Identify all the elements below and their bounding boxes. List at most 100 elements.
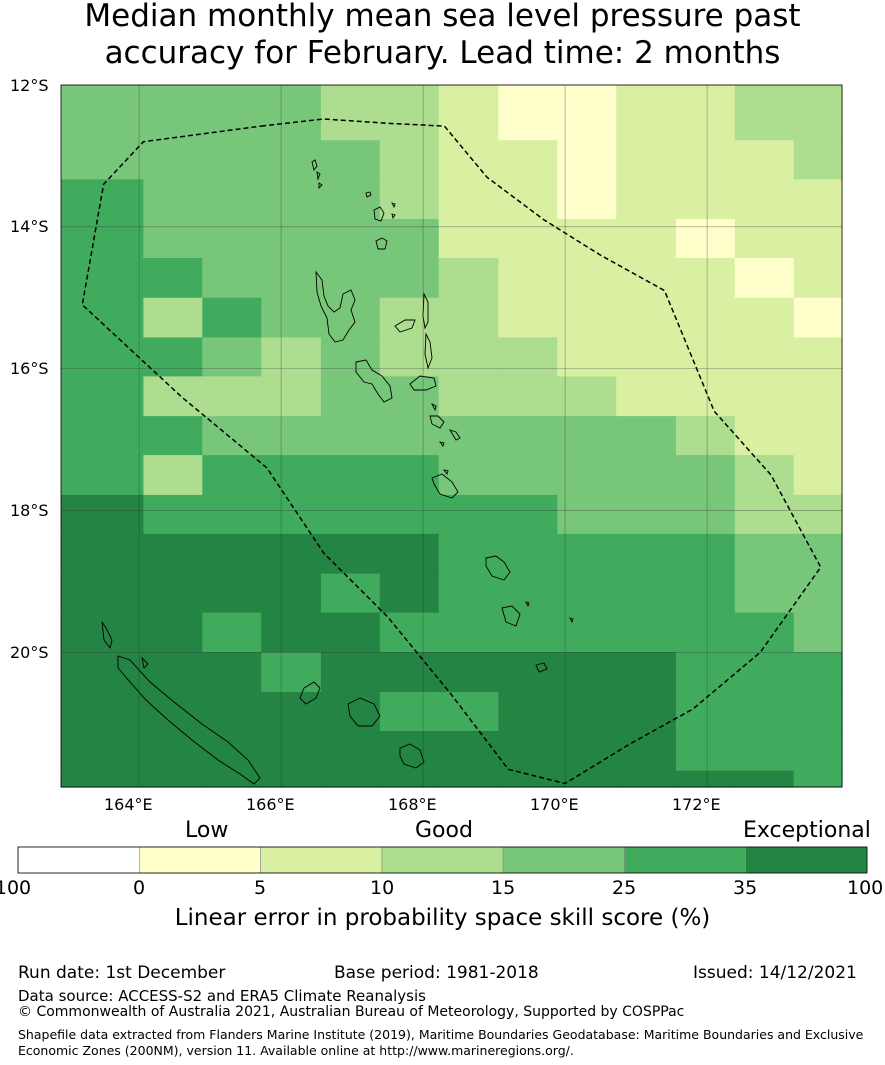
skill-cell (143, 179, 203, 220)
skill-cell (793, 416, 843, 456)
skill-cell (734, 612, 795, 653)
colorbar-tick: 5 (254, 877, 267, 899)
lon-label-170e: 170°E (530, 795, 579, 814)
skill-cell (143, 455, 203, 496)
skill-cell (675, 731, 736, 772)
skill-cell (793, 692, 843, 732)
island-efate (431, 473, 459, 499)
copyright: © Commonwealth of Australia 2021, Austra… (18, 1004, 685, 1020)
shapefile-credit: Shapefile data extracted from Flanders M… (18, 1027, 864, 1058)
skill-cell (438, 258, 499, 299)
skill-cell (498, 652, 558, 693)
skill-cell (498, 258, 558, 299)
data-source: Data source: ACCESS-S2 and ERA5 Climate … (18, 987, 426, 1005)
lon-label-164e: 164°E (104, 795, 153, 814)
skill-cell (261, 731, 322, 772)
skill-cell (734, 297, 795, 338)
colorbar-segment (745, 846, 868, 874)
skill-cell (320, 652, 381, 693)
skill-cell (143, 219, 203, 259)
skill-cell (320, 140, 381, 180)
colorbar-segment (381, 846, 504, 874)
skill-cell (320, 337, 381, 377)
skill-cell (675, 219, 736, 259)
skill-cell (202, 337, 262, 377)
skill-cell (616, 179, 677, 220)
skill-cell (734, 652, 795, 693)
colorbar-tick: 100 (847, 877, 884, 899)
skill-cell (675, 297, 736, 338)
skill-cell (616, 652, 677, 693)
skill-cell (320, 179, 381, 220)
skill-cell (438, 179, 499, 220)
skill-cell (498, 612, 558, 653)
skill-cell (793, 573, 843, 614)
skill-cell (61, 652, 144, 693)
skill-cell (734, 573, 795, 614)
skill-cell (557, 297, 617, 338)
skill-cell (438, 731, 499, 772)
skill-cell (734, 337, 795, 377)
skill-cell (675, 416, 736, 456)
skill-cell (202, 692, 262, 732)
skill-cell (616, 731, 677, 772)
skill-cell (379, 494, 440, 535)
skill-cell (379, 219, 440, 259)
skill-cell (143, 731, 203, 772)
skill-cell (734, 692, 795, 732)
skill-cell (143, 494, 203, 535)
skill-cell (557, 179, 617, 220)
skill-cell (557, 258, 617, 299)
skill-cell (143, 337, 203, 377)
skill-cell (61, 416, 144, 456)
skill-cell (143, 770, 203, 788)
skill-cell (616, 573, 677, 614)
skill-cell (261, 416, 322, 456)
skill-cell (143, 573, 203, 614)
skill-cell (793, 337, 843, 377)
run-date: Run date: 1st December (18, 963, 226, 983)
skill-cell (438, 692, 499, 732)
skill-cell (61, 297, 144, 338)
skill-cell (498, 337, 558, 377)
skill-cell (438, 612, 499, 653)
skill-cell (557, 770, 617, 788)
skill-cell (61, 533, 144, 575)
eez-boundary (81, 118, 822, 785)
lat-label-12s: 12°S (10, 76, 49, 95)
skill-cell (202, 140, 262, 180)
skill-cell (320, 533, 381, 575)
land-outlines (101, 159, 574, 785)
skill-cell (379, 770, 440, 788)
skill-cell (438, 652, 499, 693)
skill-cell (61, 573, 144, 614)
skill-cell (202, 455, 262, 496)
island-mare (399, 743, 425, 769)
skill-cell (675, 770, 736, 788)
island-tanna (501, 601, 530, 627)
issued-date: Issued: 14/12/2021 (693, 963, 857, 983)
skill-cell (202, 612, 262, 653)
skill-cell (61, 376, 144, 417)
skill-cell (320, 376, 381, 417)
skill-cell (320, 731, 381, 772)
lat-label-16s: 16°S (10, 359, 49, 378)
lat-label-20s: 20°S (10, 643, 49, 662)
skill-cell (261, 652, 322, 693)
colorbar-segment (17, 846, 140, 874)
skill-cell (438, 140, 499, 180)
skill-cell (261, 337, 322, 377)
skill-cell (379, 731, 440, 772)
skill-cell (793, 140, 843, 180)
skill-cell (320, 455, 381, 496)
skill-cell (320, 258, 381, 299)
island-malekula (355, 359, 393, 403)
skill-cell (202, 219, 262, 259)
skill-cell (379, 416, 440, 456)
skill-cell (379, 652, 440, 693)
island-new-caledonia (101, 621, 261, 785)
skill-cell (379, 258, 440, 299)
skill-cell (438, 533, 499, 575)
skill-cell (557, 533, 617, 575)
skill-cell (675, 140, 736, 180)
